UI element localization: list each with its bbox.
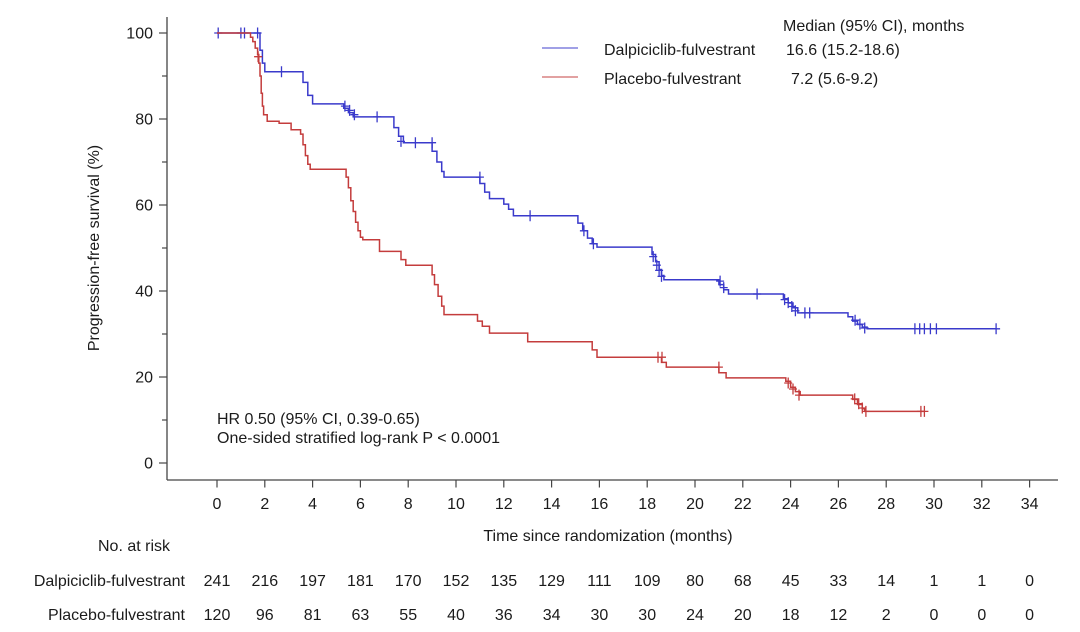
x-tick-label: 24 xyxy=(782,496,800,513)
risk-count: 33 xyxy=(830,573,848,590)
x-tick-label: 28 xyxy=(877,496,895,513)
x-tick-label: 18 xyxy=(638,496,656,513)
censor-marks-placebo xyxy=(254,51,929,417)
risk-count: 55 xyxy=(399,607,417,624)
risk-count: 0 xyxy=(930,607,939,624)
y-tick-label: 60 xyxy=(135,198,153,215)
risk-count: 152 xyxy=(443,573,470,590)
risk-count: 36 xyxy=(495,607,513,624)
y-axis-title: Progression-free survival (%) xyxy=(86,145,103,351)
annotation-pvalue: One-sided stratified log-rank P < 0.0001 xyxy=(217,430,500,447)
risk-count: 18 xyxy=(782,607,800,624)
x-tick-label: 14 xyxy=(543,496,561,513)
x-tick-label: 30 xyxy=(925,496,943,513)
risk-count: 68 xyxy=(734,573,752,590)
x-tick-label: 8 xyxy=(404,496,413,513)
risk-row-label-dalpiciclib: Dalpiciclib-fulvestrant xyxy=(34,573,186,590)
risk-count: 2 xyxy=(882,607,891,624)
risk-count: 63 xyxy=(352,607,370,624)
y-tick-label: 0 xyxy=(144,456,153,473)
risk-count: 0 xyxy=(1025,607,1034,624)
legend: Median (95% CI), months Dalpiciclib-fulv… xyxy=(542,18,964,88)
legend-label-dalpiciclib: Dalpiciclib-fulvestrant xyxy=(604,42,756,59)
risk-count: 14 xyxy=(877,573,895,590)
risk-count: 45 xyxy=(782,573,800,590)
y-tick-label: 80 xyxy=(135,112,153,129)
y-tick-label: 40 xyxy=(135,284,153,301)
risk-count: 129 xyxy=(538,573,565,590)
legend-label-placebo: Placebo-fulvestrant xyxy=(604,71,742,88)
x-axis-title: Time since randomization (months) xyxy=(483,528,732,545)
risk-count: 81 xyxy=(304,607,322,624)
risk-count: 80 xyxy=(686,573,704,590)
risk-row-label-placebo: Placebo-fulvestrant xyxy=(48,607,186,624)
risk-count: 30 xyxy=(591,607,609,624)
risk-count: 216 xyxy=(251,573,278,590)
x-tick-label: 0 xyxy=(213,496,222,513)
risk-count: 24 xyxy=(686,607,704,624)
risk-count: 1 xyxy=(930,573,939,590)
risk-count: 34 xyxy=(543,607,561,624)
risk-count: 120 xyxy=(204,607,231,624)
risk-count: 241 xyxy=(204,573,231,590)
x-tick-label: 20 xyxy=(686,496,704,513)
y-tick-label: 100 xyxy=(126,26,153,43)
risk-count: 181 xyxy=(347,573,374,590)
risk-count: 109 xyxy=(634,573,661,590)
legend-header: Median (95% CI), months xyxy=(783,18,964,35)
risk-count: 0 xyxy=(1025,573,1034,590)
y-tick-label: 20 xyxy=(135,370,153,387)
x-tick-label: 12 xyxy=(495,496,513,513)
x-tick-label: 4 xyxy=(308,496,317,513)
y-axis-ticks: 0 20 40 60 80 100 xyxy=(126,26,167,473)
x-tick-label: 10 xyxy=(447,496,465,513)
risk-count: 170 xyxy=(395,573,422,590)
risk-count: 12 xyxy=(830,607,848,624)
risk-count: 40 xyxy=(447,607,465,624)
risk-count: 111 xyxy=(587,573,611,590)
risk-count: 20 xyxy=(734,607,752,624)
legend-value-dalpiciclib: 16.6 (15.2-18.6) xyxy=(786,42,900,59)
x-tick-label: 34 xyxy=(1021,496,1039,513)
x-tick-label: 2 xyxy=(260,496,269,513)
risk-table-title: No. at risk xyxy=(98,538,171,555)
risk-count: 96 xyxy=(256,607,274,624)
x-tick-label: 16 xyxy=(591,496,609,513)
x-axis-ticks: 0 2 4 6 8 10 12 14 16 18 20 22 24 26 28 30 32 34 xyxy=(213,480,1039,513)
risk-count: 135 xyxy=(490,573,517,590)
risk-count: 1 xyxy=(977,573,986,590)
x-tick-label: 22 xyxy=(734,496,752,513)
risk-count: 197 xyxy=(299,573,326,590)
risk-count: 30 xyxy=(638,607,656,624)
x-tick-label: 6 xyxy=(356,496,365,513)
x-tick-label: 32 xyxy=(973,496,991,513)
risk-count: 0 xyxy=(977,607,986,624)
risk-counts-layer: 241 216 197 181 170 152 135 129 111 109 80 68 45 33 14… xyxy=(204,573,1034,624)
annotation-hr: HR 0.50 (95% CI, 0.39-0.65) xyxy=(217,411,420,428)
km-curve-placebo xyxy=(217,32,925,413)
legend-value-placebo: 7.2 (5.6-9.2) xyxy=(791,71,878,88)
x-tick-label: 26 xyxy=(830,496,848,513)
curves-layer xyxy=(214,27,1001,417)
